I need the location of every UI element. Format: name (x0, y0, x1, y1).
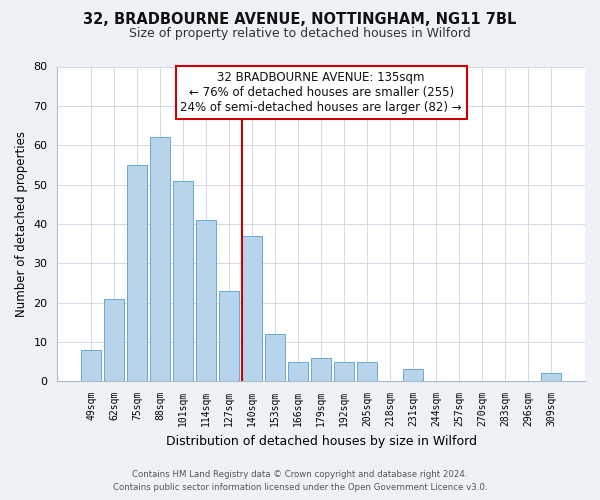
Bar (358, 362, 377, 381)
Bar (104, 298, 124, 381)
Bar (242, 236, 262, 381)
Bar (220, 290, 239, 381)
Bar (196, 220, 216, 381)
Text: 32 BRADBOURNE AVENUE: 135sqm
← 76% of detached houses are smaller (255)
24% of s: 32 BRADBOURNE AVENUE: 135sqm ← 76% of de… (181, 71, 462, 114)
Bar (403, 370, 423, 381)
Text: Size of property relative to detached houses in Wilford: Size of property relative to detached ho… (129, 28, 471, 40)
Bar (82, 350, 101, 381)
Text: Contains HM Land Registry data © Crown copyright and database right 2024.
Contai: Contains HM Land Registry data © Crown c… (113, 470, 487, 492)
Bar (289, 362, 308, 381)
Y-axis label: Number of detached properties: Number of detached properties (15, 131, 28, 317)
Bar (541, 374, 561, 381)
Text: 32, BRADBOURNE AVENUE, NOTTINGHAM, NG11 7BL: 32, BRADBOURNE AVENUE, NOTTINGHAM, NG11 … (83, 12, 517, 28)
X-axis label: Distribution of detached houses by size in Wilford: Distribution of detached houses by size … (166, 434, 477, 448)
Bar (334, 362, 354, 381)
Bar (127, 165, 147, 381)
Bar (265, 334, 285, 381)
Bar (311, 358, 331, 381)
Bar (173, 180, 193, 381)
Bar (151, 138, 170, 381)
